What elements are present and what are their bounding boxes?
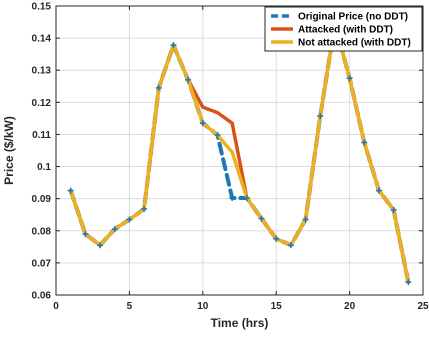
y-tick-label: 0.11: [32, 130, 51, 141]
y-tick-label: 0.08: [32, 226, 52, 237]
y-axis-label: Price ($/kW): [2, 116, 16, 185]
data-point-marker: [317, 113, 324, 120]
data-point-marker: [82, 230, 89, 237]
x-tick-label: 5: [127, 301, 133, 312]
data-point-marker: [258, 215, 265, 222]
legend-entry: Attacked (with DDT): [271, 25, 393, 36]
series-line-3: [68, 21, 411, 284]
x-tick-label: 20: [344, 301, 356, 312]
y-tick-label: 0.15: [32, 2, 52, 13]
y-tick-label: 0.1: [37, 162, 51, 173]
y-tick-label: 0.06: [32, 291, 52, 302]
data-point-marker: [375, 187, 382, 194]
y-tick-label: 0.12: [32, 98, 52, 109]
data-point-marker: [390, 206, 397, 213]
x-axis-label: Time (hrs): [211, 316, 269, 330]
data-point-marker: [67, 187, 74, 194]
data-point-marker: [214, 132, 221, 139]
y-tick-label: 0.09: [32, 194, 52, 205]
legend: Original Price (no DDT) Attacked (with DD…: [264, 6, 423, 52]
legend-label: Not attacked (with DDT): [298, 38, 411, 49]
data-point-marker: [111, 226, 118, 233]
data-point-marker: [170, 42, 177, 49]
legend-entry: Original Price (no DDT): [271, 12, 408, 23]
data-point-marker: [346, 75, 353, 82]
legend-label: Attacked (with DDT): [298, 25, 393, 36]
data-point-marker: [273, 235, 280, 242]
data-point-marker: [229, 195, 236, 202]
data-point-marker: [287, 242, 294, 249]
plot-area: [56, 6, 423, 295]
data-point-marker: [243, 195, 250, 202]
y-tick-label: 0.07: [32, 258, 52, 269]
axis-ticks: 0 5 10 15 20 25 0.06 0.07 0.08 0.09 0.1 0.11 0.12 0.1…: [32, 2, 429, 313]
data-point-marker: [199, 120, 206, 127]
x-tick-label: 10: [197, 301, 209, 312]
data-point-marker: [155, 84, 162, 91]
data-point-marker: [361, 139, 368, 146]
data-point-marker: [141, 205, 148, 212]
plot-frame: [55, 5, 424, 296]
y-tick-label: 0.14: [32, 34, 52, 45]
data-point-marker: [302, 216, 309, 223]
series-lines: [67, 20, 412, 286]
y-tick-label: 0.13: [32, 66, 52, 77]
data-point-marker: [97, 242, 104, 249]
data-point-marker: [126, 216, 133, 223]
x-tick-label: 0: [53, 301, 59, 312]
legend-label: Original Price (no DDT): [298, 12, 408, 23]
x-tick-label: 25: [417, 301, 429, 312]
data-point-marker: [405, 279, 412, 286]
x-tick-label: 15: [271, 301, 283, 312]
data-point-marker: [185, 76, 192, 83]
legend-entry: Not attacked (with DDT): [271, 38, 411, 49]
